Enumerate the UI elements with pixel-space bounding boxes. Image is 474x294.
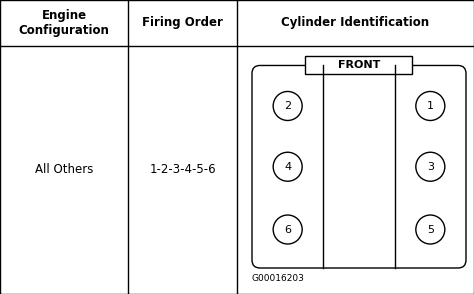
Circle shape — [273, 91, 302, 121]
Circle shape — [416, 91, 445, 121]
Text: Firing Order: Firing Order — [142, 16, 223, 29]
Text: 3: 3 — [427, 162, 434, 172]
Text: All Others: All Others — [35, 163, 93, 176]
Bar — [306, 56, 412, 74]
Circle shape — [416, 215, 445, 244]
Text: 1: 1 — [427, 101, 434, 111]
Text: 1-2-3-4-5-6: 1-2-3-4-5-6 — [149, 163, 216, 176]
Text: G00016203: G00016203 — [252, 274, 305, 283]
Text: FRONT: FRONT — [338, 60, 380, 70]
FancyBboxPatch shape — [252, 66, 466, 268]
Text: 2: 2 — [284, 101, 291, 111]
Text: 4: 4 — [284, 162, 291, 172]
Circle shape — [273, 215, 302, 244]
Text: Engine
Configuration: Engine Configuration — [18, 9, 109, 37]
Circle shape — [416, 152, 445, 181]
Circle shape — [273, 152, 302, 181]
Text: 6: 6 — [284, 225, 291, 235]
Text: Cylinder Identification: Cylinder Identification — [282, 16, 429, 29]
Text: 5: 5 — [427, 225, 434, 235]
